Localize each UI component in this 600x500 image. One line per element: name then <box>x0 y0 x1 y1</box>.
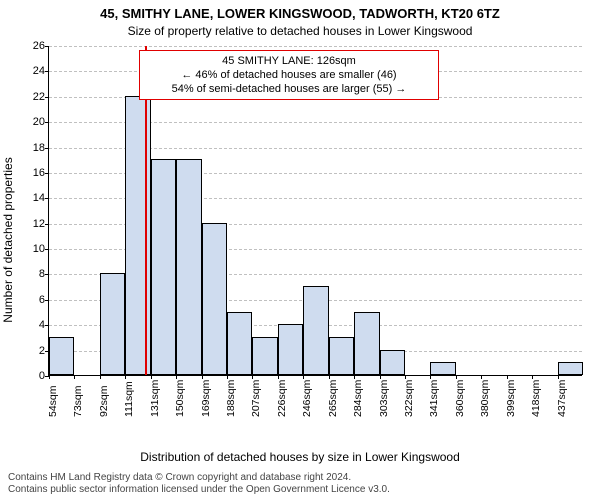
x-tick-label: 246sqm <box>301 380 313 417</box>
x-tick-mark <box>430 375 431 379</box>
y-tick-mark <box>45 71 49 72</box>
y-tick-label: 14 <box>19 192 45 204</box>
y-tick-label: 8 <box>19 268 45 280</box>
x-tick-mark <box>278 375 279 379</box>
x-tick-mark <box>100 375 101 379</box>
y-tick-mark <box>45 249 49 250</box>
chart-footer: Contains HM Land Registry data © Crown c… <box>8 472 592 496</box>
x-tick-label: 188sqm <box>225 380 237 417</box>
y-tick-mark <box>45 97 49 98</box>
x-tick-label: 437sqm <box>556 380 568 417</box>
x-tick-mark <box>558 375 559 379</box>
y-tick-label: 18 <box>19 142 45 154</box>
x-tick-label: 303sqm <box>378 380 390 417</box>
x-tick-mark <box>252 375 253 379</box>
histogram-bar <box>49 337 74 375</box>
gridline <box>49 46 582 47</box>
footer-line-1: Contains HM Land Registry data © Crown c… <box>8 472 592 484</box>
y-tick-label: 0 <box>19 370 45 382</box>
x-axis-label: Distribution of detached houses by size … <box>0 450 600 464</box>
chart-subtitle: Size of property relative to detached ho… <box>0 24 600 38</box>
x-tick-label: 54sqm <box>47 385 59 417</box>
x-tick-mark <box>354 375 355 379</box>
x-tick-mark <box>481 375 482 379</box>
histogram-bar <box>329 337 354 375</box>
info-box: 45 SMITHY LANE: 126sqm← 46% of detached … <box>139 50 439 100</box>
x-tick-label: 360sqm <box>454 380 466 417</box>
histogram-bar <box>176 159 201 375</box>
x-tick-mark <box>125 375 126 379</box>
x-tick-mark <box>151 375 152 379</box>
y-tick-label: 26 <box>19 40 45 52</box>
y-tick-mark <box>45 173 49 174</box>
x-tick-label: 341sqm <box>428 380 440 417</box>
x-tick-label: 131sqm <box>149 380 161 417</box>
histogram-bar <box>227 312 252 375</box>
y-tick-mark <box>45 122 49 123</box>
histogram-bar <box>125 96 150 375</box>
x-tick-label: 380sqm <box>479 380 491 417</box>
x-tick-label: 111sqm <box>123 381 135 417</box>
x-tick-mark <box>380 375 381 379</box>
chart-plot-area: 0246810121416182022242654sqm73sqm92sqm11… <box>48 46 582 376</box>
histogram-bar <box>380 350 405 375</box>
y-tick-label: 12 <box>19 218 45 230</box>
x-tick-label: 73sqm <box>72 385 84 417</box>
x-tick-mark <box>303 375 304 379</box>
y-tick-mark <box>45 198 49 199</box>
histogram-bar <box>558 362 583 375</box>
histogram-bar <box>151 159 176 375</box>
y-tick-label: 2 <box>19 345 45 357</box>
y-tick-mark <box>45 300 49 301</box>
x-tick-mark <box>74 375 75 379</box>
info-box-line: ← 46% of detached houses are smaller (46… <box>146 68 432 82</box>
y-tick-mark <box>45 224 49 225</box>
y-tick-mark <box>45 274 49 275</box>
x-tick-label: 418sqm <box>530 380 542 417</box>
x-tick-label: 150sqm <box>174 380 186 417</box>
x-tick-label: 399sqm <box>505 380 517 417</box>
x-tick-mark <box>176 375 177 379</box>
y-tick-label: 24 <box>19 65 45 77</box>
x-tick-label: 207sqm <box>250 380 262 417</box>
x-tick-mark <box>227 375 228 379</box>
info-box-line: 54% of semi-detached houses are larger (… <box>146 82 432 96</box>
y-tick-label: 16 <box>19 167 45 179</box>
histogram-bar <box>100 273 125 375</box>
y-tick-label: 22 <box>19 91 45 103</box>
histogram-bar <box>303 286 328 375</box>
histogram-bar <box>278 324 303 375</box>
x-tick-label: 92sqm <box>98 385 110 417</box>
x-tick-mark <box>329 375 330 379</box>
info-box-line: 45 SMITHY LANE: 126sqm <box>146 54 432 68</box>
y-tick-label: 6 <box>19 294 45 306</box>
y-axis-label: Number of detached properties <box>1 157 15 322</box>
y-tick-label: 10 <box>19 243 45 255</box>
x-tick-mark <box>202 375 203 379</box>
y-tick-label: 4 <box>19 319 45 331</box>
histogram-bar <box>430 362 455 375</box>
x-tick-label: 169sqm <box>200 380 212 417</box>
x-tick-mark <box>456 375 457 379</box>
histogram-bar <box>252 337 277 375</box>
x-tick-label: 322sqm <box>403 380 415 417</box>
y-tick-mark <box>45 148 49 149</box>
x-tick-mark <box>532 375 533 379</box>
x-tick-label: 265sqm <box>327 380 339 417</box>
y-tick-mark <box>45 325 49 326</box>
x-tick-label: 226sqm <box>276 380 288 417</box>
histogram-bar <box>354 312 379 375</box>
footer-line-2: Contains public sector information licen… <box>8 484 592 496</box>
x-tick-mark <box>507 375 508 379</box>
y-tick-label: 20 <box>19 116 45 128</box>
x-tick-mark <box>49 375 50 379</box>
y-tick-mark <box>45 46 49 47</box>
chart-title: 45, SMITHY LANE, LOWER KINGSWOOD, TADWOR… <box>0 6 600 21</box>
x-tick-mark <box>405 375 406 379</box>
histogram-bar <box>202 223 227 375</box>
x-tick-label: 284sqm <box>352 380 364 417</box>
